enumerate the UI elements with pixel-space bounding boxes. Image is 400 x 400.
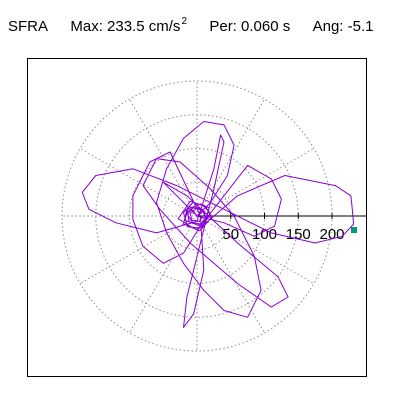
max-unit-exponent: 2 [181,16,187,27]
grid-spoke-150 [79,148,198,217]
radial-ticks: 50 100 150 200 [222,213,345,243]
radial-tick-label-50: 50 [222,226,239,243]
max-value: 233.5 [107,18,145,35]
ang-value: -5.1 [347,18,374,35]
radial-tick-label-200: 200 [319,226,344,243]
chart-header: SFRA Max: 233.5 cm/s2 Per: 0.060 s Ang: … [8,12,373,37]
max-label: Max: [70,18,103,35]
max-unit: cm/s [148,18,181,35]
series-group [81,121,355,328]
per-value: 0.060 s [241,18,291,35]
marker-group [350,227,357,234]
radial-tick-label-150: 150 [286,226,311,243]
grid-spoke-300 [196,215,265,334]
station-code: SFRA [8,18,49,35]
grid-spoke-240 [129,215,198,334]
grid-spoke-120 [129,98,198,217]
grid-spoke-330 [196,215,315,284]
radial-tick-label-100: 100 [252,226,277,243]
grid-spoke-60 [196,98,265,217]
ang-label: Ang: [312,18,344,35]
peak-marker [350,227,357,234]
orbit-trace-0 [81,121,355,328]
per-label: Per: [209,18,237,35]
grid-spoke-30 [196,148,315,217]
grid-spoke-210 [79,215,198,284]
